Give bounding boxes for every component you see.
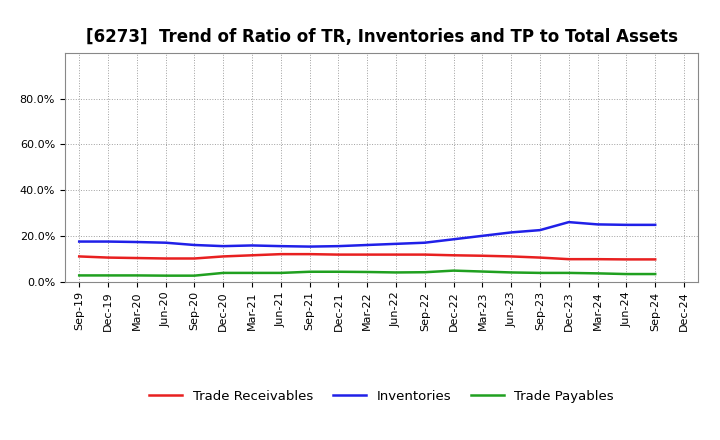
Trade Payables <box>190 273 199 278</box>
Trade Receivables <box>305 252 314 257</box>
Trade Receivables <box>219 254 228 259</box>
Trade Payables <box>478 269 487 274</box>
Trade Receivables <box>593 257 602 262</box>
Trade Payables <box>219 270 228 275</box>
Inventories <box>75 239 84 244</box>
Trade Receivables <box>651 257 660 262</box>
Inventories <box>334 243 343 249</box>
Inventories <box>161 240 170 246</box>
Trade Receivables <box>478 253 487 258</box>
Inventories <box>478 233 487 238</box>
Trade Receivables <box>132 255 141 260</box>
Inventories <box>392 241 400 246</box>
Inventories <box>248 243 256 248</box>
Line: Inventories: Inventories <box>79 222 655 246</box>
Inventories <box>132 239 141 245</box>
Trade Payables <box>276 270 285 275</box>
Trade Receivables <box>449 253 458 258</box>
Trade Payables <box>161 273 170 278</box>
Trade Payables <box>622 271 631 277</box>
Inventories <box>190 242 199 248</box>
Trade Receivables <box>507 254 516 259</box>
Inventories <box>536 227 544 233</box>
Trade Receivables <box>190 256 199 261</box>
Trade Receivables <box>334 252 343 257</box>
Trade Receivables <box>392 252 400 257</box>
Title: [6273]  Trend of Ratio of TR, Inventories and TP to Total Assets: [6273] Trend of Ratio of TR, Inventories… <box>86 28 678 46</box>
Inventories <box>564 220 573 225</box>
Trade Payables <box>651 271 660 277</box>
Trade Receivables <box>161 256 170 261</box>
Legend: Trade Receivables, Inventories, Trade Payables: Trade Receivables, Inventories, Trade Pa… <box>144 384 619 408</box>
Trade Payables <box>363 269 372 275</box>
Trade Payables <box>132 273 141 278</box>
Inventories <box>651 222 660 227</box>
Inventories <box>507 230 516 235</box>
Trade Receivables <box>363 252 372 257</box>
Inventories <box>420 240 429 246</box>
Inventories <box>305 244 314 249</box>
Trade Payables <box>564 270 573 275</box>
Trade Payables <box>305 269 314 275</box>
Trade Receivables <box>104 255 112 260</box>
Inventories <box>219 243 228 249</box>
Trade Payables <box>75 273 84 278</box>
Trade Payables <box>593 271 602 276</box>
Inventories <box>104 239 112 244</box>
Trade Receivables <box>276 252 285 257</box>
Trade Payables <box>104 273 112 278</box>
Line: Trade Payables: Trade Payables <box>79 271 655 275</box>
Trade Payables <box>248 270 256 275</box>
Trade Receivables <box>622 257 631 262</box>
Inventories <box>363 242 372 248</box>
Inventories <box>593 222 602 227</box>
Inventories <box>276 243 285 249</box>
Trade Payables <box>420 270 429 275</box>
Trade Payables <box>449 268 458 273</box>
Trade Receivables <box>75 254 84 259</box>
Line: Trade Receivables: Trade Receivables <box>79 254 655 260</box>
Trade Receivables <box>564 257 573 262</box>
Trade Receivables <box>248 253 256 258</box>
Trade Payables <box>507 270 516 275</box>
Trade Payables <box>536 270 544 275</box>
Trade Receivables <box>420 252 429 257</box>
Trade Payables <box>392 270 400 275</box>
Inventories <box>449 237 458 242</box>
Trade Receivables <box>536 255 544 260</box>
Inventories <box>622 222 631 227</box>
Trade Payables <box>334 269 343 275</box>
